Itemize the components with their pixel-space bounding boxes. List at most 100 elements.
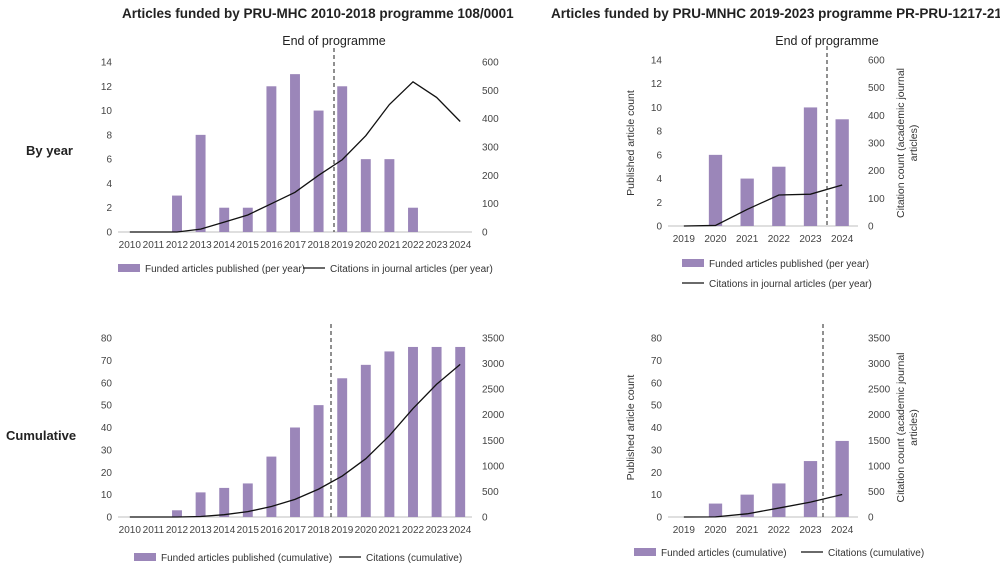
bar [266,86,277,233]
x-tick-label: 2023 [799,234,822,245]
bar [172,195,182,232]
y2-tick-label: 0 [868,222,874,233]
y-tick-label: 14 [101,58,113,69]
y-tick-label: 20 [651,468,663,479]
y2-tick-label: 1500 [482,436,505,447]
x-tick-label: 2011 [143,240,165,251]
y2-tick-label: 3000 [482,359,505,370]
y-tick-label: 8 [106,130,112,141]
right-column-title: Articles funded by PRU-MNHC 2019-2023 pr… [551,6,1000,21]
x-tick-label: 2024 [449,525,472,536]
bar [708,503,723,517]
x-tick-label: 2024 [449,240,472,251]
x-tick-label: 2016 [260,525,283,536]
bar [408,346,418,517]
x-tick-label: 2022 [402,240,425,251]
legend-line-label: Citations in journal articles (per year) [330,264,493,275]
y-tick-label: 30 [651,445,663,456]
bar [313,110,324,232]
x-tick-label: 2021 [736,525,759,536]
bar [835,440,849,517]
y-tick-label: 10 [101,106,113,117]
legend-bar-swatch [634,548,656,556]
legend-line-label: Citations (cumulative) [828,548,924,559]
y2-tick-label: 600 [868,56,885,67]
y-tick-label: 20 [101,468,113,479]
x-tick-label: 2022 [768,525,791,536]
bar [431,346,442,517]
y-tick-label: 60 [101,378,113,389]
y-axis-title: Published article count [625,90,637,196]
row-label-by-year: By year [26,143,73,158]
x-tick-label: 2013 [189,240,212,251]
y-tick-label: 10 [651,490,663,501]
y-tick-label: 30 [101,445,113,456]
y-tick-label: 8 [656,127,662,138]
x-tick-label: 2023 [425,525,448,536]
y2-tick-label: 2000 [482,410,505,421]
x-tick-label: 2020 [355,240,378,251]
bar [290,427,300,517]
bar [219,487,230,517]
x-tick-label: 2019 [331,240,354,251]
y2-tick-label: 300 [868,139,885,150]
legend-bar-label: Funded articles (cumulative) [661,548,787,559]
legend-line-label: Citations (cumulative) [366,553,462,564]
y2-tick-label: 1500 [868,436,891,447]
x-tick-label: 2021 [378,525,401,536]
y-tick-label: 80 [101,334,113,345]
legend-bar-swatch [118,264,140,272]
y2-tick-label: 0 [868,513,874,524]
end-of-programme-label: End of programme [282,34,386,48]
y-tick-label: 12 [101,82,113,93]
y2-tick-label: 0 [482,513,488,524]
bar [772,166,786,226]
x-tick-label: 2019 [673,525,696,536]
x-tick-label: 2018 [307,240,330,251]
y2-tick-label: 200 [868,166,885,177]
y-tick-label: 2 [656,198,662,209]
bar [772,483,786,517]
x-tick-label: 2012 [166,240,189,251]
bar [290,74,300,233]
bar [803,107,818,226]
y2-tick-label: 600 [482,58,499,69]
x-tick-label: 2016 [260,240,283,251]
x-tick-label: 2010 [119,240,142,251]
x-tick-label: 2024 [831,234,854,245]
y2-tick-label: 3500 [868,334,891,345]
end-of-programme-label: End of programme [775,34,879,48]
y-tick-label: 0 [656,513,662,524]
y-tick-label: 14 [651,56,663,67]
bar [835,119,849,226]
y2-tick-label: 2000 [868,410,891,421]
y2-tick-label: 2500 [482,385,505,396]
y-axis-title: Published article count [625,375,637,481]
bar [360,364,371,517]
x-tick-label: 2023 [799,525,822,536]
legend-bar-label: Funded articles published (per year) [145,264,305,275]
x-tick-label: 2019 [331,525,354,536]
y-tick-label: 6 [656,150,662,161]
y-tick-label: 40 [101,423,113,434]
y2-tick-label: 200 [482,171,499,182]
y2-tick-label: 3000 [868,359,891,370]
x-tick-label: 2021 [736,234,759,245]
bar [455,346,466,517]
y2-axis-title: Citation count (academic journalarticles… [895,353,920,503]
y2-axis-title: Citation count (academic journalarticles… [895,68,920,218]
left-column-title: Articles funded by PRU-MHC 2010-2018 pro… [122,6,514,21]
y2-tick-label: 500 [482,487,499,498]
x-tick-label: 2020 [704,525,727,536]
x-tick-label: 2018 [307,525,330,536]
citations-line [129,363,461,518]
y-tick-label: 50 [651,401,663,412]
y2-tick-label: 1000 [482,461,505,472]
x-tick-label: 2012 [166,525,189,536]
y2-tick-label: 300 [482,143,499,154]
y2-tick-label: 500 [868,487,885,498]
row-label-cumulative: Cumulative [6,428,77,443]
